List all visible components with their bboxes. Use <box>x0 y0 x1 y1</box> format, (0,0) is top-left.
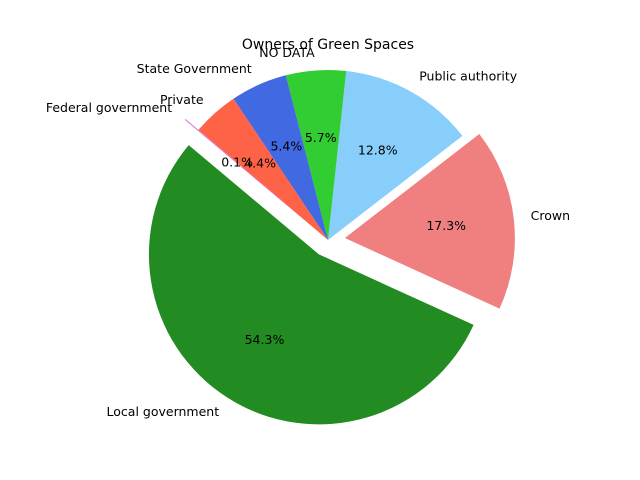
percent-label-private: 4.4% <box>244 155 276 170</box>
slice-label-local-government: Local government <box>107 404 220 419</box>
slice-label-private: Private <box>160 92 204 107</box>
slice-label-crown: Crown <box>531 208 570 223</box>
percent-label-federal-government: 0.1% <box>221 155 253 170</box>
percent-label-crown: 17.3% <box>426 218 466 233</box>
pie-slice-state-government <box>233 75 328 240</box>
chart-title: Owners of Green Spaces <box>242 37 414 53</box>
pie-slice-crown <box>344 133 515 309</box>
pie-slice-public-authority <box>328 70 463 240</box>
pie-slice-private <box>198 98 328 241</box>
slice-label-public-authority: Public authority <box>419 68 518 83</box>
percent-labels: 54.3% 17.3% 12.8% 5.7%5.4% 4.4%0.1% <box>221 130 466 347</box>
slice-label-no-data: NO DATA <box>259 45 315 60</box>
percent-label-public-authority: 12.8% <box>358 142 398 157</box>
pie-slices <box>148 69 515 425</box>
slice-label-federal-government: Federal government <box>46 100 172 115</box>
percent-label-no-data: 5.7% <box>305 130 337 145</box>
pie-slice-no-data <box>285 69 347 240</box>
percent-label-state-government: 5.4% <box>270 138 302 153</box>
pie-slice-local-government <box>148 145 474 425</box>
slice-labels: Local government Crown Public authority NO … <box>46 45 570 419</box>
pie-slice-federal-government <box>184 118 316 230</box>
slice-label-state-government: State Government <box>137 61 252 76</box>
percent-label-local-government: 54.3% <box>245 332 285 347</box>
